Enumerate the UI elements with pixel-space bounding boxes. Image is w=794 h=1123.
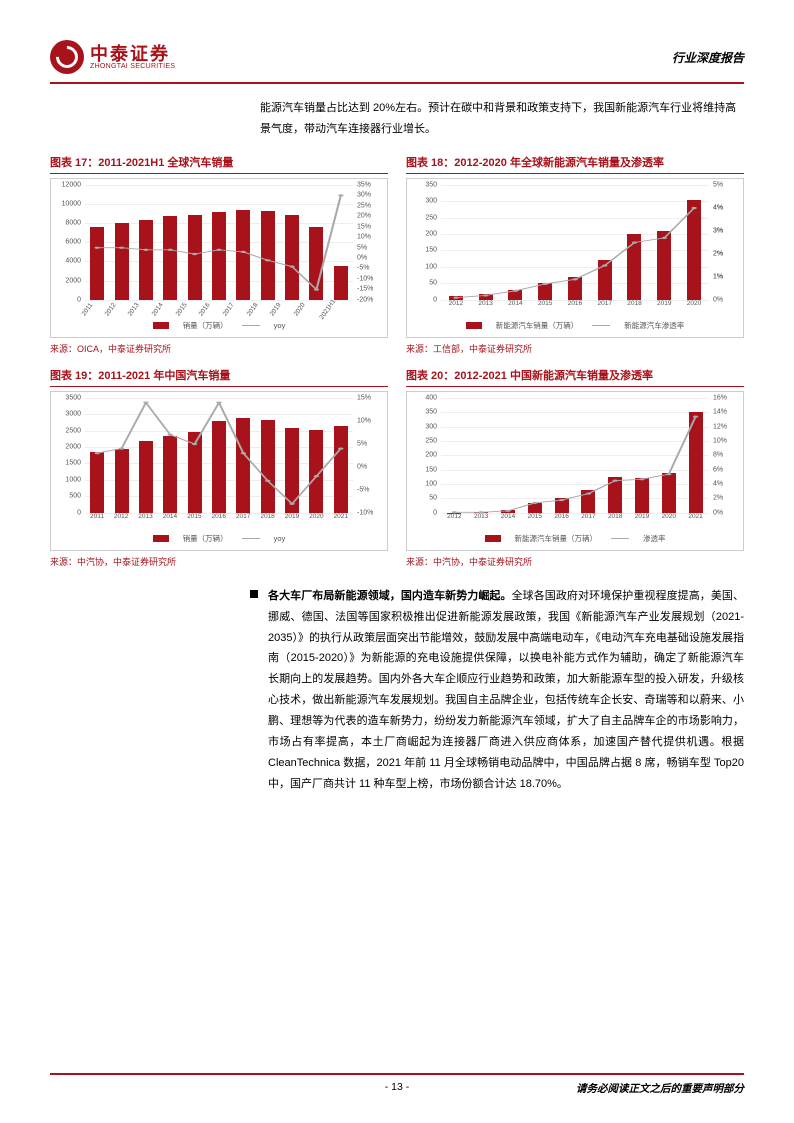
chart-title: 图表 19：2011-2021 年中国汽车销量 [50,367,388,387]
page-footer: - 13 - 请务必阅读正文之后的重要声明部分 [50,1073,744,1093]
chart-source: 来源：中汽协，中泰证券研究所 [50,555,388,568]
page-number: - 13 - [385,1081,410,1093]
chart-source: 来源：工信部，中泰证券研究所 [406,342,744,355]
bullet-icon [250,590,258,598]
body-paragraph: 各大车厂布局新能源领域，国内造车新势力崛起。全球各国政府对环境保护重视程度提高，… [268,586,744,795]
chart-20: 图表 20：2012-2021 中国新能源汽车销量及渗透率 0501001502… [406,367,744,568]
chart-19: 图表 19：2011-2021 年中国汽车销量 0500100015002000… [50,367,388,568]
body-section: 各大车厂布局新能源领域，国内造车新势力崛起。全球各国政府对环境保护重视程度提高，… [50,586,744,795]
chart-18: 图表 18：2012-2020 年全球新能源汽车销量及渗透率 050100150… [406,154,744,355]
logo: 中泰证券 ZHONGTAI SECURITIES [50,40,175,74]
chart-title: 图表 20：2012-2021 中国新能源汽车销量及渗透率 [406,367,744,387]
chart-title: 图表 18：2012-2020 年全球新能源汽车销量及渗透率 [406,154,744,174]
chart-17: 图表 17：2011-2021H1 全球汽车销量 020004000600080… [50,154,388,355]
footer-disclaimer: 请务必阅读正文之后的重要声明部分 [576,1081,744,1096]
chart-source: 来源：OICA，中泰证券研究所 [50,342,388,355]
logo-text-en: ZHONGTAI SECURITIES [90,63,175,70]
chart-source: 来源：中汽协，中泰证券研究所 [406,555,744,568]
chart-grid: 图表 17：2011-2021H1 全球汽车销量 020004000600080… [50,154,744,568]
intro-paragraph: 能源汽车销量占比达到 20%左右。预计在碳中和背景和政策支持下，我国新能源汽车行… [260,98,744,140]
doc-type: 行业深度报告 [672,49,744,66]
header-rule [50,82,744,84]
chart-title: 图表 17：2011-2021H1 全球汽车销量 [50,154,388,174]
page-header: 中泰证券 ZHONGTAI SECURITIES 行业深度报告 [50,40,744,74]
body-text: 全球各国政府对环境保护重视程度提高，美国、挪威、德国、法国等国家积极推出促进新能… [268,590,744,790]
logo-text-cn: 中泰证券 [90,45,175,63]
logo-icon [50,40,84,74]
body-bold: 各大车厂布局新能源领域，国内造车新势力崛起。 [268,590,512,602]
